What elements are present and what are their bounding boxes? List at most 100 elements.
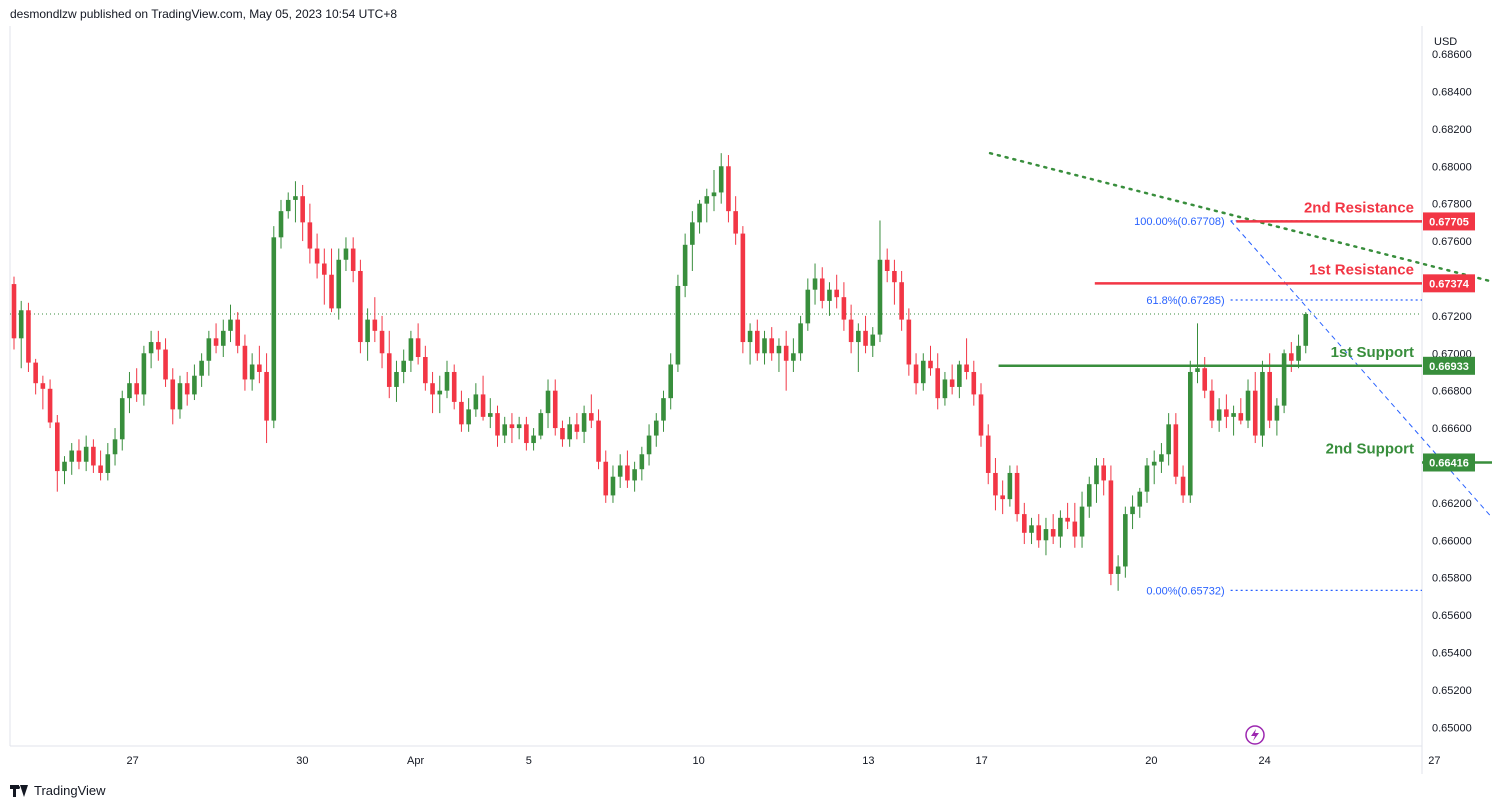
- candle-body: [473, 394, 479, 410]
- candle-body: [899, 282, 904, 320]
- candle-body: [1101, 465, 1106, 481]
- 2nd-support-price-label: 0.66416: [1429, 457, 1469, 469]
- candle-body: [740, 233, 746, 343]
- candle-body: [747, 330, 753, 343]
- candle-body: [776, 345, 782, 354]
- candle-body: [358, 270, 363, 343]
- candle-body: [661, 398, 666, 421]
- candle-body: [668, 364, 674, 399]
- candle-body: [1180, 476, 1186, 496]
- candle-body: [1187, 371, 1193, 496]
- 2nd-resistance-label: 2nd Resistance: [1304, 199, 1414, 216]
- candle-body: [386, 353, 392, 387]
- x-tick-label: 24: [1258, 755, 1270, 767]
- candle-body: [177, 383, 183, 410]
- 2nd-resistance-price-label: 0.67705: [1429, 216, 1469, 228]
- candle-body: [127, 383, 132, 399]
- y-tick-label: 0.65600: [1432, 610, 1472, 622]
- candle-body: [33, 362, 38, 384]
- candle-body: [1260, 371, 1265, 436]
- candle-body: [1267, 371, 1272, 421]
- candle-body: [1065, 517, 1070, 522]
- candle-body: [870, 334, 876, 346]
- candle-body: [170, 379, 176, 410]
- candle-body: [848, 319, 854, 343]
- candle-body: [444, 371, 450, 391]
- candle-body: [856, 330, 861, 343]
- candle-body: [495, 413, 500, 436]
- y-tick-label: 0.65800: [1432, 573, 1472, 585]
- candle-body: [1058, 517, 1063, 537]
- lightning-icon[interactable]: [1245, 725, 1265, 745]
- y-tick-label: 0.68400: [1432, 86, 1472, 98]
- candle-body: [653, 420, 659, 436]
- downtrend-line[interactable]: [988, 151, 1492, 422]
- candle-body: [18, 310, 24, 339]
- candle-body: [54, 422, 60, 472]
- candle-body: [754, 330, 760, 354]
- x-tick-label: 5: [526, 755, 532, 767]
- candle-body: [1252, 390, 1258, 436]
- candle-body: [1137, 491, 1143, 507]
- candle-body: [415, 338, 421, 358]
- candle-body: [726, 166, 731, 212]
- candle-body: [884, 259, 890, 271]
- candle-body: [617, 465, 623, 477]
- candle-body: [1281, 353, 1287, 406]
- candle-body: [646, 435, 652, 455]
- candle-body: [675, 285, 681, 365]
- candles: [11, 153, 1309, 591]
- candle-body: [1159, 454, 1164, 462]
- candle-body: [971, 371, 977, 395]
- footer: TradingView: [10, 783, 106, 798]
- 1st-support-price-tag: [1423, 356, 1475, 375]
- candle-body: [307, 222, 313, 249]
- candle-body: [40, 383, 46, 389]
- candle-body: [1224, 409, 1229, 417]
- candle-body: [329, 274, 334, 309]
- candle-body: [718, 166, 724, 193]
- candle-body: [935, 368, 941, 399]
- y-tick-label: 0.68600: [1432, 49, 1472, 61]
- y-tick-label: 0.67200: [1432, 311, 1472, 323]
- candle-body: [91, 446, 96, 466]
- candle-body: [394, 371, 399, 387]
- candle-body: [913, 364, 919, 384]
- candle-body: [62, 461, 67, 472]
- candle-body: [26, 310, 31, 363]
- candle-body: [343, 248, 349, 260]
- candle-body: [300, 196, 305, 223]
- candle-body: [1014, 472, 1020, 515]
- y-tick-label: 0.66800: [1432, 386, 1472, 398]
- y-tick-label: 0.65400: [1432, 647, 1472, 659]
- candle-body: [285, 199, 291, 212]
- candle-body: [293, 196, 298, 200]
- candle-body: [1166, 424, 1171, 455]
- candle-body: [892, 270, 897, 283]
- candle-body: [379, 330, 385, 354]
- 1st-support-price-label: 0.66933: [1429, 361, 1469, 373]
- candle-body: [1202, 368, 1208, 391]
- candle-body: [156, 342, 161, 350]
- candle-body: [1151, 461, 1157, 466]
- candle-body: [906, 319, 912, 365]
- candle-body: [249, 364, 255, 380]
- candle-body: [98, 465, 103, 473]
- candle-body: [798, 323, 803, 354]
- candle-body: [1245, 390, 1251, 421]
- candle-body: [1238, 413, 1244, 421]
- candle-body: [1130, 506, 1135, 515]
- candle-body: [1108, 480, 1114, 574]
- candle-body: [1195, 368, 1200, 372]
- candle-body: [1050, 529, 1056, 537]
- candle-body: [1036, 525, 1042, 541]
- 1st-resistance-price-label: 0.67374: [1429, 278, 1470, 290]
- candle-body: [112, 439, 118, 455]
- candle-body: [978, 394, 984, 436]
- candle-body: [336, 259, 342, 309]
- candle-body: [365, 319, 370, 343]
- candle-body: [538, 413, 544, 436]
- candle-body: [957, 364, 962, 387]
- candle-body: [545, 390, 551, 414]
